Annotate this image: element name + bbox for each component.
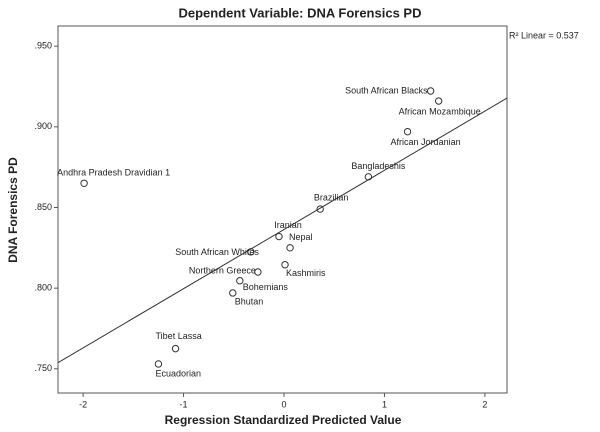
x-tick-label: 0 bbox=[281, 399, 286, 409]
point-label: Nepal bbox=[289, 232, 313, 242]
point-label: South African Whites bbox=[175, 247, 259, 257]
point bbox=[236, 277, 244, 285]
x-axis-label: Regression Standardized Predicted Value bbox=[165, 413, 402, 427]
x-tick-label: 1 bbox=[382, 399, 387, 409]
point bbox=[254, 268, 262, 276]
plot-frame bbox=[57, 25, 508, 394]
y-axis-label: DNA Forensics PD bbox=[6, 157, 20, 263]
point-label: Bohemians bbox=[243, 282, 289, 292]
point-label: Northern Greece bbox=[189, 265, 256, 275]
point bbox=[154, 360, 163, 368]
y-tick-label: .850 bbox=[34, 202, 52, 212]
y-tick-label: .950 bbox=[34, 41, 52, 51]
point bbox=[286, 244, 294, 252]
point bbox=[229, 289, 237, 297]
point bbox=[316, 205, 324, 213]
x-tick-label: 2 bbox=[482, 399, 487, 409]
y-tick-label: .800 bbox=[34, 283, 52, 293]
chart-title: Dependent Variable: DNA Forensics PD bbox=[179, 5, 422, 20]
point-label: African Mozambique bbox=[399, 106, 481, 116]
point-label: Ecuadorian bbox=[155, 368, 201, 378]
point-label: African Jordanian bbox=[391, 137, 461, 147]
point bbox=[403, 127, 412, 136]
point bbox=[426, 87, 435, 95]
point bbox=[247, 248, 255, 256]
point-label: Bangladeshis bbox=[351, 161, 406, 171]
fit-line bbox=[57, 97, 508, 364]
point bbox=[80, 179, 88, 187]
point bbox=[281, 261, 289, 269]
point-label: Kashmiris bbox=[286, 268, 326, 278]
point-label: South African Blacks bbox=[345, 85, 428, 95]
x-tick-label: -1 bbox=[180, 399, 188, 409]
y-tick-label: .750 bbox=[34, 363, 52, 373]
point-label: Brazilian bbox=[314, 192, 349, 202]
point bbox=[364, 173, 373, 181]
point-label: Andhra Pradesh Dravidian 1 bbox=[57, 168, 170, 178]
point-label: Iranian bbox=[274, 220, 302, 230]
y-tick-label: .900 bbox=[34, 121, 52, 131]
point bbox=[434, 97, 443, 105]
annotation: R² Linear = 0.537 bbox=[509, 30, 579, 40]
x-tick-label: -2 bbox=[79, 399, 87, 409]
point bbox=[171, 344, 180, 353]
point-label: Tibet Lassa bbox=[156, 331, 202, 341]
point-label: Bhutan bbox=[235, 296, 264, 306]
point bbox=[275, 232, 283, 241]
